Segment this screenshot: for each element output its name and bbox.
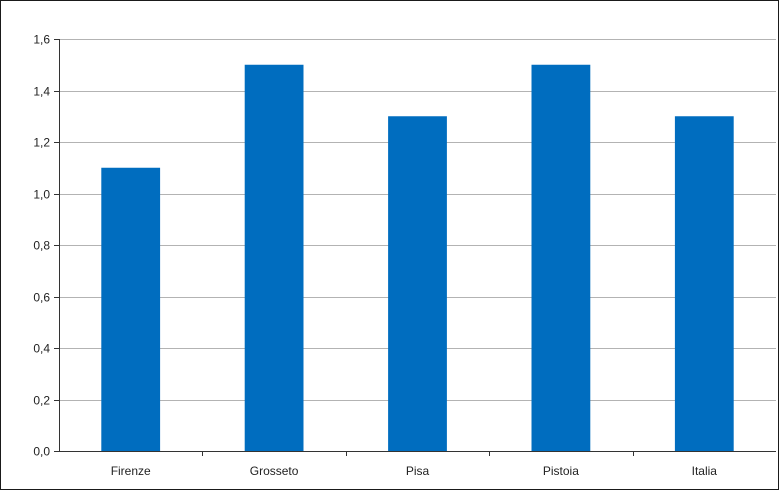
y-tick-label: 1,4 (33, 85, 50, 99)
y-tick-label: 0,8 (33, 239, 50, 253)
y-tick-label: 1,2 (33, 136, 50, 150)
y-tick-label: 0,6 (33, 291, 50, 305)
x-category-label: Pisa (406, 464, 430, 478)
bars (101, 64, 734, 451)
x-category-label: Italia (692, 464, 718, 478)
y-tick-label: 0,2 (33, 394, 50, 408)
x-category-label: Firenze (111, 464, 151, 478)
x-category-label: Pistoia (543, 464, 579, 478)
y-tick-label: 1,6 (33, 33, 50, 47)
bar-pisa (388, 116, 447, 451)
y-tick-label: 1,0 (33, 188, 50, 202)
y-tick-labels: 0,0 0,2 0,4 0,6 0,8 1,0 1,2 1,4 1,6 (33, 33, 50, 459)
x-category-labels: Firenze Grosseto Pisa Pistoia Italia (111, 464, 718, 478)
x-category-label: Grosseto (250, 464, 299, 478)
bar-italia (674, 116, 734, 451)
bar-grosseto (244, 64, 304, 451)
axes (59, 39, 776, 452)
bar-firenze (101, 167, 161, 451)
bar-pistoia (531, 64, 591, 451)
y-tick-label: 0,0 (33, 445, 50, 459)
y-tick-label: 0,4 (33, 342, 50, 356)
